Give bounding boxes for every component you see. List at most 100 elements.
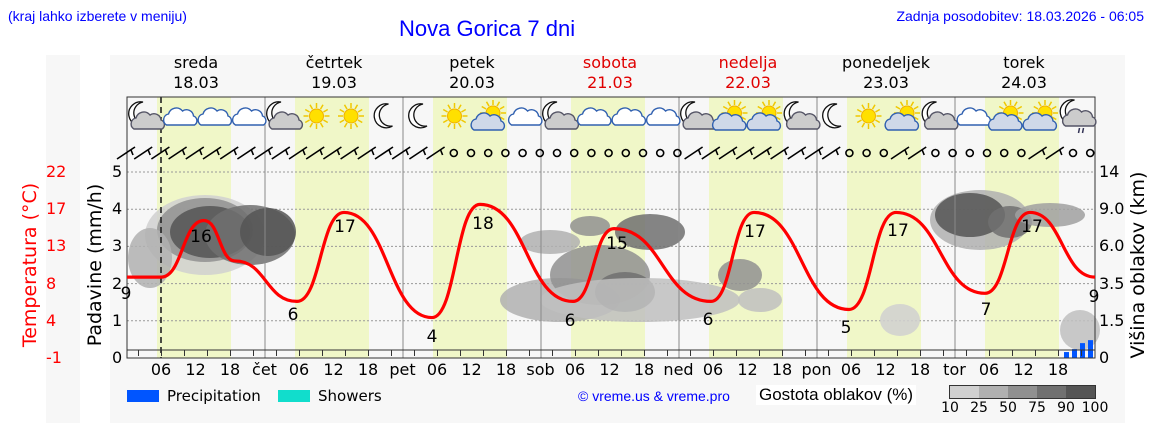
day-name: ponedeljek <box>842 53 930 72</box>
cloud-tick: 3.5 <box>1099 273 1125 293</box>
svg-text:4: 4 <box>427 327 438 347</box>
moon-cloud-icon <box>542 101 580 130</box>
x-tick-label: 06 <box>288 360 310 379</box>
moon-cloud-rain-icon <box>1059 99 1097 134</box>
density-tick: 10 <box>941 400 959 416</box>
x-tick-label: 18 <box>1047 360 1069 379</box>
temperature-line <box>126 202 1096 320</box>
moon-cloud-icon <box>783 101 821 130</box>
sun-cloud-icon <box>987 100 1024 131</box>
precipitation-legend-label: Precipitation <box>167 387 261 405</box>
density-tick: 100 <box>1081 400 1109 416</box>
cloud-tick: 0 <box>1099 348 1110 367</box>
precip-tick: 4 <box>112 199 123 219</box>
x-tick-label: 18 <box>219 360 241 379</box>
cloud-icon <box>611 107 647 126</box>
svg-text:6: 6 <box>703 310 714 330</box>
day-name: petek <box>449 53 495 72</box>
cloud-icon <box>576 107 612 126</box>
density-tick: 25 <box>970 400 988 416</box>
svg-text:6: 6 <box>565 311 576 331</box>
x-tick-label: 12 <box>1013 360 1034 379</box>
cloud-axis-title: Višina oblakov (km) <box>1127 171 1149 359</box>
x-tick-label: 18 <box>495 360 517 379</box>
temp-tick: 22 <box>46 162 67 181</box>
x-tick-label: 06 <box>702 360 724 379</box>
region-hint-link[interactable]: (kraj lahko izberete v meniju) <box>8 8 187 24</box>
day-name: sobota <box>582 53 638 72</box>
svg-text:7: 7 <box>981 300 992 320</box>
day-date: 23.03 <box>863 73 909 92</box>
showers-swatch <box>278 390 310 402</box>
day-name: nedelja <box>718 53 778 72</box>
precip-tick: 5 <box>112 162 123 181</box>
svg-text:15: 15 <box>606 234 628 254</box>
weather-icons-row <box>128 99 1097 134</box>
x-tick-label: 18 <box>909 360 931 379</box>
cloud-density-blobs <box>128 190 1100 350</box>
wind-barbs-row <box>116 146 1095 160</box>
day-date: 20.03 <box>449 73 495 92</box>
day-label-0: sreda 18.03 <box>131 53 261 93</box>
x-tick-label: čet <box>252 360 277 379</box>
x-tick-label: 12 <box>461 360 482 379</box>
sun-icon <box>338 103 364 129</box>
temp-tick: 17 <box>46 199 67 219</box>
day-name: četrtek <box>305 53 363 72</box>
showers-legend-label: Showers <box>318 387 382 405</box>
svg-text:18: 18 <box>472 214 494 234</box>
x-tick-label: tor <box>943 360 966 379</box>
page-title: Nova Gorica 7 dni <box>399 16 576 41</box>
svg-text:5: 5 <box>841 318 852 338</box>
x-tick-marks <box>138 350 1082 356</box>
x-tick-label: ned <box>663 360 694 379</box>
x-tick-label: 12 <box>185 360 206 379</box>
sun-cloud-icon <box>1022 100 1058 131</box>
x-tick-label: 12 <box>737 360 758 379</box>
day-date: 19.03 <box>311 73 357 92</box>
sun-icon <box>441 103 468 129</box>
temp-tick: 13 <box>46 236 67 256</box>
cloud-tick: 1.5 <box>1099 310 1125 330</box>
temp-tick: -1 <box>46 348 62 367</box>
precip-tick: 3 <box>112 236 123 256</box>
cloud-icon <box>645 107 681 126</box>
cloud-icon <box>162 107 198 126</box>
day-label-5: ponedeljek 23.03 <box>821 53 951 93</box>
svg-text:17: 17 <box>1021 217 1043 237</box>
precipitation-swatch <box>127 390 159 402</box>
cloud-icon <box>956 107 992 126</box>
svg-text:16: 16 <box>190 227 212 247</box>
sun-icon <box>855 103 882 129</box>
sun-icon <box>303 103 330 129</box>
day-date: 24.03 <box>1001 73 1047 92</box>
day-label-2: petek 20.03 <box>407 53 537 93</box>
moon-icon <box>408 103 428 129</box>
sun-cloud-icon <box>884 100 920 131</box>
x-tick-label: 12 <box>599 360 620 379</box>
cloud-icon <box>231 107 267 126</box>
moon-cloud-icon <box>266 101 304 130</box>
cloud-density-scale <box>949 385 1096 399</box>
temp-axis-panel <box>46 55 80 423</box>
x-tick-label: pet <box>389 360 416 379</box>
svg-text:9: 9 <box>121 284 132 304</box>
x-tick-label: 18 <box>633 360 655 379</box>
precip-tick: 0 <box>112 348 123 367</box>
x-tick-label: 12 <box>323 360 344 379</box>
svg-text:17: 17 <box>887 221 909 241</box>
x-tick-label: 18 <box>771 360 793 379</box>
day-name: torek <box>1003 53 1045 72</box>
sun-cloud-icon <box>746 100 782 131</box>
x-tick-label: 12 <box>875 360 896 379</box>
svg-text:9: 9 <box>1089 287 1100 307</box>
x-tick-label: 06 <box>150 360 172 379</box>
x-tick-label: pon <box>801 360 832 379</box>
copyright-link[interactable]: © vreme.us & vreme.pro <box>578 388 730 404</box>
x-tick-label: 06 <box>426 360 448 379</box>
x-tick-label: 06 <box>564 360 586 379</box>
day-date: 21.03 <box>587 73 633 92</box>
day-label-1: četrtek 19.03 <box>269 53 399 93</box>
day-label-6: torek 24.03 <box>959 53 1089 93</box>
temp-tick: 4 <box>46 310 57 330</box>
